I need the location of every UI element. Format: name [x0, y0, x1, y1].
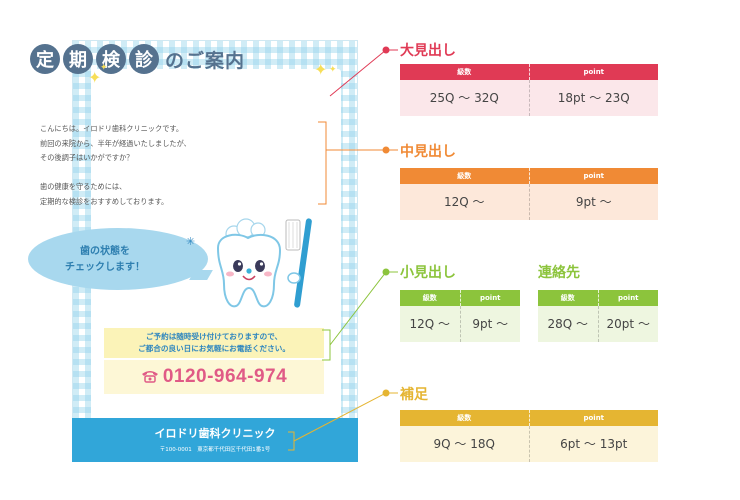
medium-heading-label: 中見出し	[400, 144, 456, 160]
greeting-line: 前回の来院から、半年が経過いたしましたが、	[40, 138, 191, 148]
supplement-spec: 級数 point 9Q 〜 18Q 6pt 〜 13pt	[400, 410, 658, 462]
large-heading-spec: 級数 point 25Q 〜 32Q 18pt 〜 23Q	[400, 64, 658, 116]
greeting-line: 歯の健康を守るためには、	[40, 182, 127, 191]
point-value: 9pt 〜	[459, 306, 521, 342]
title-char: 検	[96, 44, 126, 74]
point-value: 6pt 〜 13pt	[528, 426, 659, 462]
bubble-text: 歯の状態を チェックします！	[65, 246, 145, 273]
phone-number[interactable]: 0120-964-974	[162, 366, 288, 387]
col-size-header: 級数	[457, 414, 472, 422]
col-size-header: 級数	[422, 294, 437, 302]
point-value: 18pt 〜 23Q	[528, 80, 659, 116]
large-heading-label: 大見出し	[400, 43, 456, 59]
sparkle-icon: ✦	[88, 68, 102, 87]
medium-heading-spec: 級数 point 12Q 〜 9pt 〜	[400, 168, 658, 220]
size-value: 12Q 〜	[409, 317, 451, 331]
supplement-heading-label: 補足	[400, 387, 428, 403]
small-heading-label: 小見出し	[400, 265, 456, 281]
greeting-text: こんにちは。イロドリ歯科クリニックです。 前回の来院から、半年が経過いたしました…	[40, 122, 280, 209]
title-char: 定	[30, 44, 60, 74]
col-point-header: point	[528, 410, 659, 426]
sparkle-icon: ✦	[314, 60, 328, 79]
sparkle-icon: ✦	[100, 63, 108, 73]
size-value: 9Q 〜 18Q	[433, 437, 495, 451]
greeting-line: その後調子はいかがですか？	[40, 153, 134, 162]
clinic-name: イロドリ歯科クリニック	[154, 427, 276, 440]
point-value: 9pt 〜	[528, 184, 659, 220]
greeting-line	[40, 166, 280, 181]
sparkle-icon: ✳	[186, 235, 196, 248]
sparkle-icon: ✦	[329, 65, 337, 75]
title-char: 診	[129, 44, 159, 74]
col-point-header: point	[528, 64, 659, 80]
flyer-footer: イロドリ歯科クリニック 〒100-0001 東京都千代田区千代田1番1号	[72, 418, 358, 462]
speech-bubble	[28, 228, 208, 290]
size-value: 12Q 〜	[443, 195, 485, 209]
small-heading-spec: 級数 point 12Q 〜 9pt 〜	[400, 290, 520, 342]
col-size-header: 級数	[457, 172, 472, 180]
col-point-header: point	[528, 168, 659, 184]
flyer-title: 定 期 検 診 のご案内	[30, 44, 245, 74]
col-size-header: 級数	[560, 294, 575, 302]
phone-band: 0120-964-974	[104, 360, 324, 394]
greeting-line: こんにちは。イロドリ歯科クリニックです。	[40, 124, 184, 133]
reservation-notice: ご予約は随時受け付けておりますので、 ご都合の良い日にお気軽にお電話ください。	[104, 328, 324, 358]
clinic-address: 〒100-0001 東京都千代田区千代田1番1号	[159, 447, 271, 453]
col-size-header: 級数	[457, 68, 472, 76]
title-rest: のご案内	[165, 49, 246, 72]
size-value: 28Q 〜	[547, 317, 589, 331]
title-char: 期	[63, 44, 93, 74]
size-value: 25Q 〜 32Q	[429, 91, 499, 105]
col-point-header: point	[459, 290, 521, 306]
contact-spec: 級数 point 28Q 〜 20pt 〜	[538, 290, 658, 342]
point-value: 20pt 〜	[597, 306, 659, 342]
contact-heading-label: 連絡先	[538, 265, 580, 281]
greeting-line: 定期的な検診をおすすめしております。	[40, 196, 169, 206]
tooth-mascot-icon	[216, 218, 312, 308]
telephone-icon	[141, 371, 158, 383]
col-point-header: point	[597, 290, 659, 306]
